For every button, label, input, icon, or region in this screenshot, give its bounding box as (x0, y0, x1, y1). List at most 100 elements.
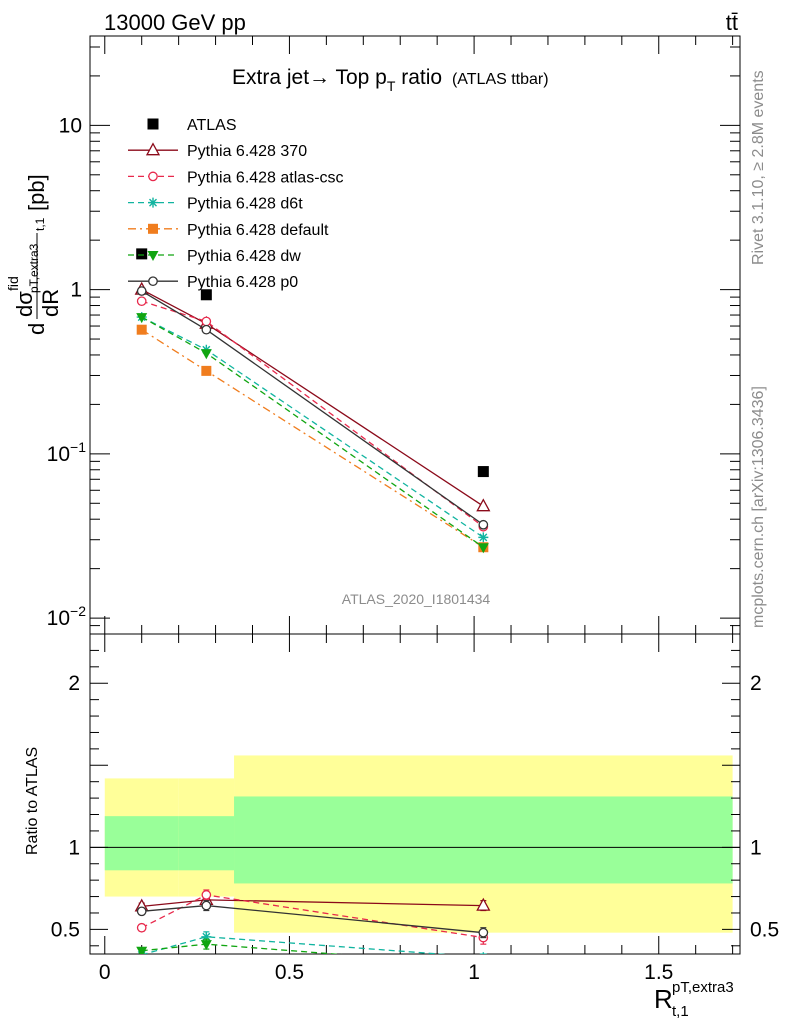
legend-entry: Pythia 6.428 d6t (128, 196, 303, 213)
legend-entry: Pythia 6.428 default (128, 222, 329, 239)
x-axis-label-sub: t,1 (672, 1003, 689, 1020)
data-point (477, 466, 489, 478)
data-point (136, 286, 147, 296)
main-axes: 10 1 10−1 10−2 (47, 36, 740, 635)
svg-text:dR: dR (38, 289, 63, 317)
legend-marker (147, 118, 159, 130)
svg-text:t,1: t,1 (33, 217, 47, 231)
legend-marker (147, 251, 159, 261)
plot-title-tail: ratio (395, 66, 442, 89)
ratio-series (134, 889, 491, 954)
series-line (141, 316, 484, 548)
ratio-y-tick-label: 0.5 (51, 918, 80, 941)
ratio-data-point (201, 890, 212, 900)
x-axis-label-main: R (654, 984, 673, 1014)
data-point (136, 296, 147, 307)
series-line (141, 300, 484, 528)
ratio-series-pythia-6-428-p0 (136, 900, 489, 939)
series-line (141, 329, 484, 548)
plot-title-note: (ATLAS ttbar) (452, 71, 549, 88)
y-tick-label: 10−2 (47, 603, 87, 630)
header-energy-label: 13000 GeV pp (104, 10, 246, 35)
band-stat-uncertainty (234, 796, 733, 884)
legend-label: Pythia 6.428 default (187, 222, 329, 239)
data-point (478, 519, 489, 530)
legend-label: Pythia 6.428 dw (187, 248, 301, 265)
data-point (201, 324, 212, 335)
ratio-data-point (476, 897, 491, 911)
data-point (476, 498, 491, 512)
ratio-data-point (136, 906, 147, 917)
ratio-y-axis-label: Ratio to ATLAS (24, 747, 41, 855)
ratio-y-tick-label: 1 (68, 836, 80, 859)
ratio-y-tick-label: 2 (68, 672, 80, 695)
x-tick-label: 0 (99, 961, 111, 984)
ratio-data-point (201, 931, 212, 942)
series-line (141, 290, 484, 526)
ratio-y-tick-label-right: 0.5 (750, 918, 779, 941)
ratio-axes: 0.5 0.5 1 1 2 2 0 0.5 1 1.5 (51, 634, 779, 984)
series-pythia-6-428-p0 (136, 286, 489, 530)
svg-text:[pb]: [pb] (24, 174, 49, 211)
legend-entry: ATLAS (147, 117, 237, 134)
data-point (201, 365, 212, 376)
ratio-series-pythia-6-428-dw (136, 938, 343, 954)
ratio-uncertainty-bands (90, 755, 740, 933)
legend-entry: Pythia 6.428 atlas-csc (128, 169, 344, 186)
ratio-data-point (200, 940, 212, 951)
x-tick-label: 1.5 (644, 961, 673, 984)
analysis-watermark: ATLAS_2020_I1801434 (342, 591, 491, 607)
legend-marker (145, 142, 161, 156)
legend: ATLAS Pythia 6.428 370 Pythia 6.428 atlas-… (128, 117, 344, 291)
rivet-version-label: Rivet 3.1.10, ≥ 2.8M events (750, 70, 767, 265)
data-point (136, 248, 148, 260)
series-pythia-6-428-dw (136, 313, 489, 554)
series-pythia-6-428-atlas-csc (136, 296, 489, 532)
data-point (200, 289, 212, 301)
x-tick-label: 1 (468, 961, 480, 984)
legend-label: Pythia 6.428 d6t (187, 196, 303, 213)
series-pythia-6-428-370 (134, 281, 491, 512)
plot-title-main: Extra jet→ Top p (232, 66, 387, 89)
ratio-series-pythia-6-428-d6t (137, 931, 488, 954)
data-point (201, 316, 212, 327)
legend-entry: Pythia 6.428 p0 (128, 274, 298, 291)
data-point (200, 349, 212, 360)
legend-marker (148, 171, 158, 182)
x-tick-label: 0.5 (275, 961, 304, 984)
ratio-data-point (201, 900, 212, 911)
x-axis-label-sup: pT,extra3 (672, 979, 734, 996)
ratio-data-point (136, 922, 147, 933)
ratio-y-tick-label-right: 2 (750, 672, 762, 695)
svg-text:pT,extra3: pT,extra3 (27, 243, 41, 293)
data-point (477, 543, 489, 554)
legend-marker (148, 223, 158, 234)
legend-marker (148, 197, 158, 208)
data-point (478, 532, 489, 543)
legend-label: Pythia 6.428 370 (187, 143, 307, 160)
y-tick-label: 10−1 (47, 439, 87, 466)
legend-marker (148, 276, 158, 287)
mcplots-reference-label: mcplots.cern.ch [arXiv:1306.3436] (750, 386, 767, 628)
ratio-data-point (478, 927, 489, 938)
data-point (136, 324, 147, 335)
band-stat-uncertainty (178, 816, 235, 871)
y-tick-label: 10 (59, 114, 82, 137)
data-point (136, 313, 148, 324)
plot-title: Extra jet→ Top pT ratio (ATLAS ttbar) (232, 66, 549, 94)
legend-label: Pythia 6.428 p0 (187, 274, 298, 291)
ratio-y-tick-label-right: 1 (750, 836, 762, 859)
series-pythia-6-428-default (136, 324, 489, 553)
legend-label: ATLAS (187, 117, 237, 134)
plot-title-subscript: T (387, 78, 396, 94)
x-axis-label: R pT,extra3 t,1 (654, 979, 734, 1020)
header-process-label: tt̄ (726, 10, 738, 35)
svg-text:dσ: dσ (12, 291, 37, 317)
y-tick-label: 1 (70, 279, 82, 302)
ratio-panel-frame (89, 633, 741, 955)
svg-text:fid: fid (5, 276, 21, 291)
main-series (134, 248, 491, 554)
series-atlas (136, 248, 489, 478)
legend-entry: Pythia 6.428 dw (128, 248, 301, 265)
